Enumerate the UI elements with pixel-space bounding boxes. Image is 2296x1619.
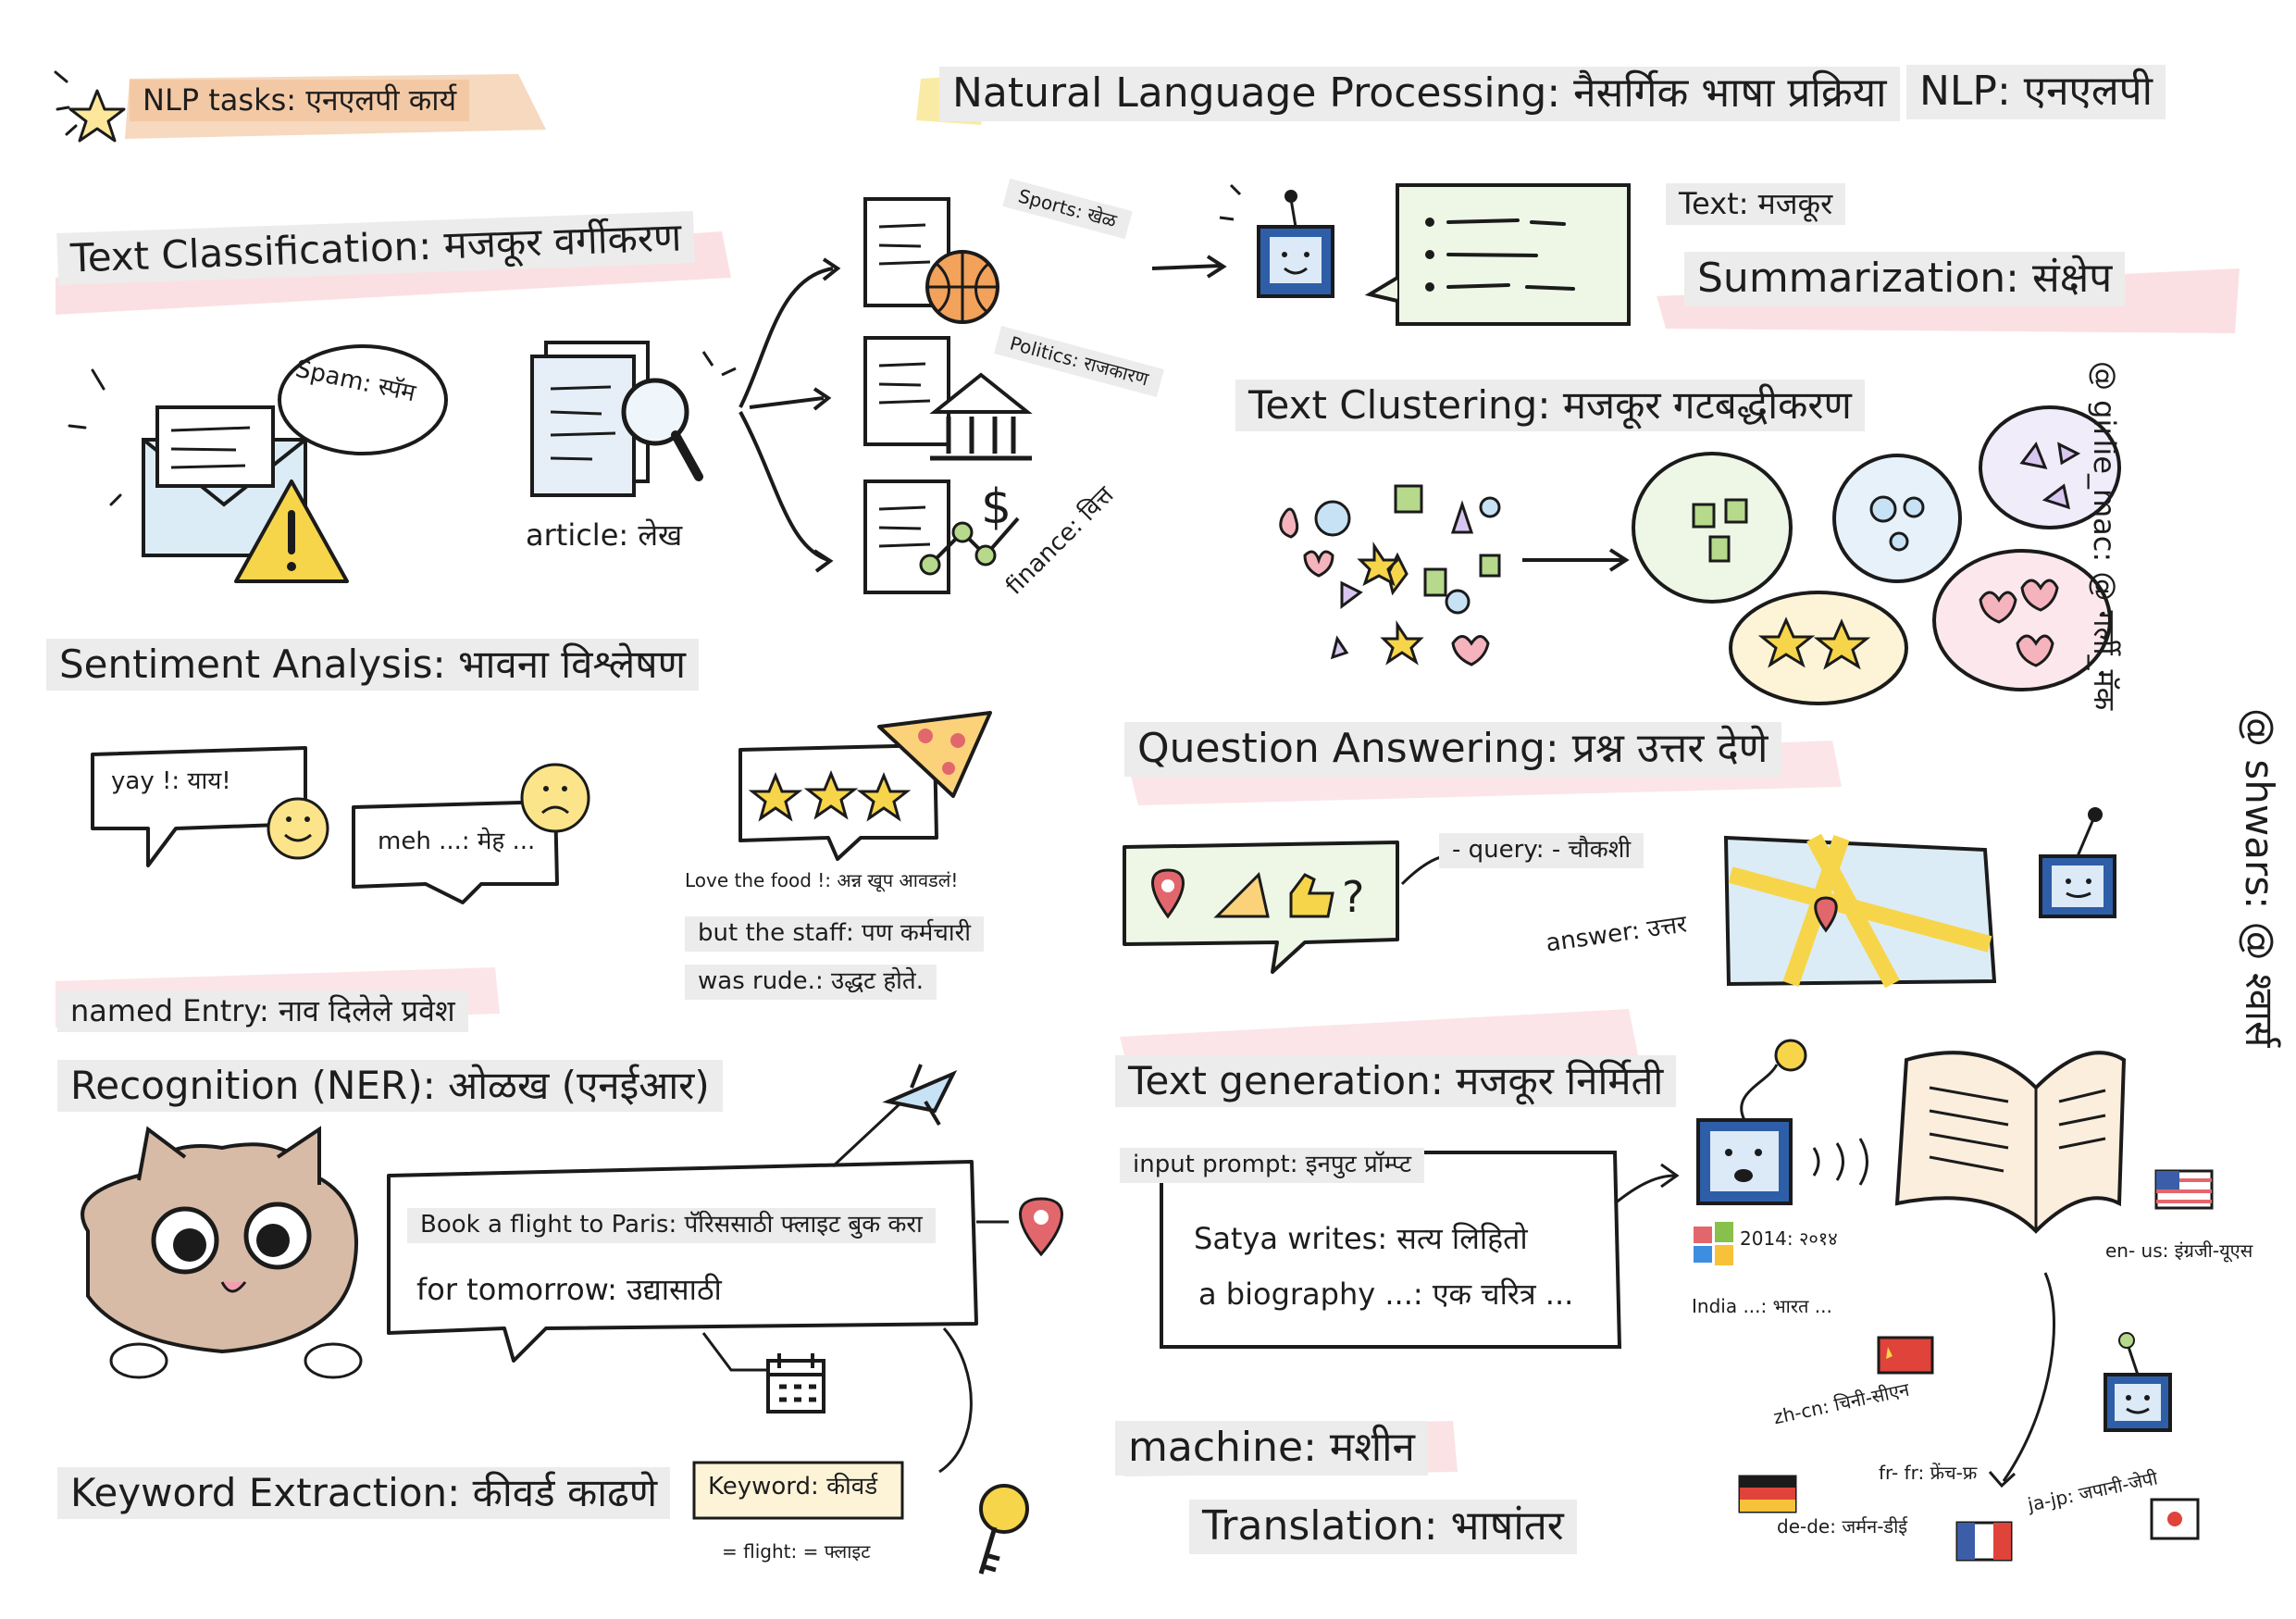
label-year: 2014: २०१४: [1740, 1227, 1838, 1250]
label-de-de: de-de: जर्मन-डीई: [1777, 1515, 1908, 1538]
dollar-chart-icon: $: [919, 479, 1020, 576]
warning-icon: [234, 479, 349, 583]
thumbs-up-icon: [1289, 873, 1334, 918]
flag-icon: [1738, 1475, 1797, 1513]
heading-question-answering: Question Answering: प्रश्न उत्तर देणे: [1124, 722, 1781, 777]
map-pin-icon: [1151, 868, 1185, 919]
section-title-nlp-tasks: NLP tasks: एनएलपी कार्य: [130, 80, 470, 121]
magnifier-icon: [621, 351, 737, 481]
heading-text-generation: Text generation: मजकूर निर्मिती: [1115, 1055, 1677, 1108]
robot-icon: [2039, 807, 2116, 918]
calendar-icon: [766, 1353, 825, 1414]
heading-keyword-extraction: Keyword Extraction: कीवर्ड काढणे: [57, 1467, 671, 1520]
flag-icon: [2154, 1169, 2214, 1210]
heading-sentiment-analysis: Sentiment Analysis: भावना विश्लेषण: [46, 639, 699, 691]
label-query: - query: - चौकशी: [1439, 833, 1644, 868]
label-meh: meh ...: मेह ...: [378, 828, 536, 855]
bank-icon: [929, 372, 1033, 461]
heading-ner-line-2: Recognition (NER): ओळख (एनईआर): [57, 1060, 723, 1113]
label-keyword-value: = flight: = फ्लाइट: [722, 1540, 871, 1563]
document-icon: [863, 336, 950, 446]
star-icon: [54, 70, 126, 143]
map-pin-icon: [1019, 1197, 1063, 1257]
windows-logo-icon: [1694, 1222, 1733, 1265]
shape-cluster-icon: [1279, 405, 2121, 705]
flight-line-2: for tomorrow: उद्यासाठी: [416, 1272, 722, 1307]
flight-line-1: Book a flight to Paris: पॅरिससाठी फ्लाइट…: [407, 1208, 936, 1243]
basketball-icon: [925, 250, 999, 324]
page-title: Natural Language Processing: नैसर्गिक भा…: [939, 67, 1900, 121]
book-icon: [1894, 1051, 2127, 1234]
pizza-icon: [1213, 872, 1270, 918]
robot-icon: [2104, 1332, 2172, 1432]
heading-ner-line-1: named Entry: नाव दिलेले प्रवेश: [57, 990, 468, 1032]
document-icon: [863, 479, 950, 594]
key-icon: [978, 1484, 1029, 1575]
smiley-icon: [267, 797, 329, 860]
flag-icon: [1877, 1336, 1934, 1375]
label-yay: yay !: याय!: [111, 767, 231, 795]
credit-girlie-mac: @ girlie_mac: @ गर्ली_मॅक: [2086, 361, 2122, 711]
airplane-icon: [882, 1064, 958, 1127]
star-icon: [748, 770, 912, 822]
pizza-icon: [877, 711, 992, 798]
review-line-1: Love the food !: अन्न खूप आवडलं!: [685, 869, 959, 891]
svg-text:?: ?: [1342, 872, 1364, 922]
label-text: Text: मजकूर: [1666, 183, 1846, 225]
robot-icon: [1219, 183, 1334, 298]
map-icon: [1723, 833, 1997, 989]
prompt-line-2: a biography ...: एक चरित्र ...: [1198, 1277, 1574, 1312]
flag-icon: [1955, 1521, 2013, 1562]
review-line-2: but the staff: पण कर्मचारी: [685, 916, 984, 952]
robot-icon: [1696, 1039, 1868, 1205]
review-line-3: was rude.: उद्धट होते.: [685, 965, 937, 1000]
heading-text-clustering: Text Clustering: मजकूर गटबद्धीकरण: [1235, 380, 1865, 432]
nlp-abbreviation: NLP: एनएलपी: [1906, 65, 2166, 119]
label-article: article: लेख: [526, 517, 683, 553]
prompt-line-1: Satya writes: सत्य लिहितो: [1194, 1221, 1528, 1256]
chat-bubble-icon: [1364, 183, 1631, 326]
heading-machine: machine: मशीन: [1115, 1421, 1428, 1476]
smiley-icon: [520, 763, 590, 833]
heading-translation: Translation: भाषांतर: [1189, 1500, 1577, 1554]
label-india: India ...: भारत ...: [1692, 1295, 1832, 1317]
svg-text:$: $: [981, 479, 1011, 535]
document-icon: [530, 341, 650, 497]
label-en-us: en- us: इंग्रजी-यूएस: [2105, 1239, 2253, 1262]
speech-bubble: [278, 344, 448, 455]
label-fr-fr: fr- fr: फ्रेंच-फ्र: [1879, 1462, 1978, 1484]
heading-summarization: Summarization: संक्षेप: [1684, 252, 2126, 306]
label-keyword: Keyword: कीवर्ड: [708, 1473, 878, 1501]
cat-icon: [81, 1126, 363, 1379]
envelope-icon: [68, 368, 307, 557]
credit-shwars: @ shwars: @ श्वार्स: [2237, 708, 2282, 1048]
flag-icon: [2150, 1498, 2200, 1540]
label-input-prompt: input prompt: इनपुट प्रॉम्प्ट: [1120, 1148, 1425, 1183]
